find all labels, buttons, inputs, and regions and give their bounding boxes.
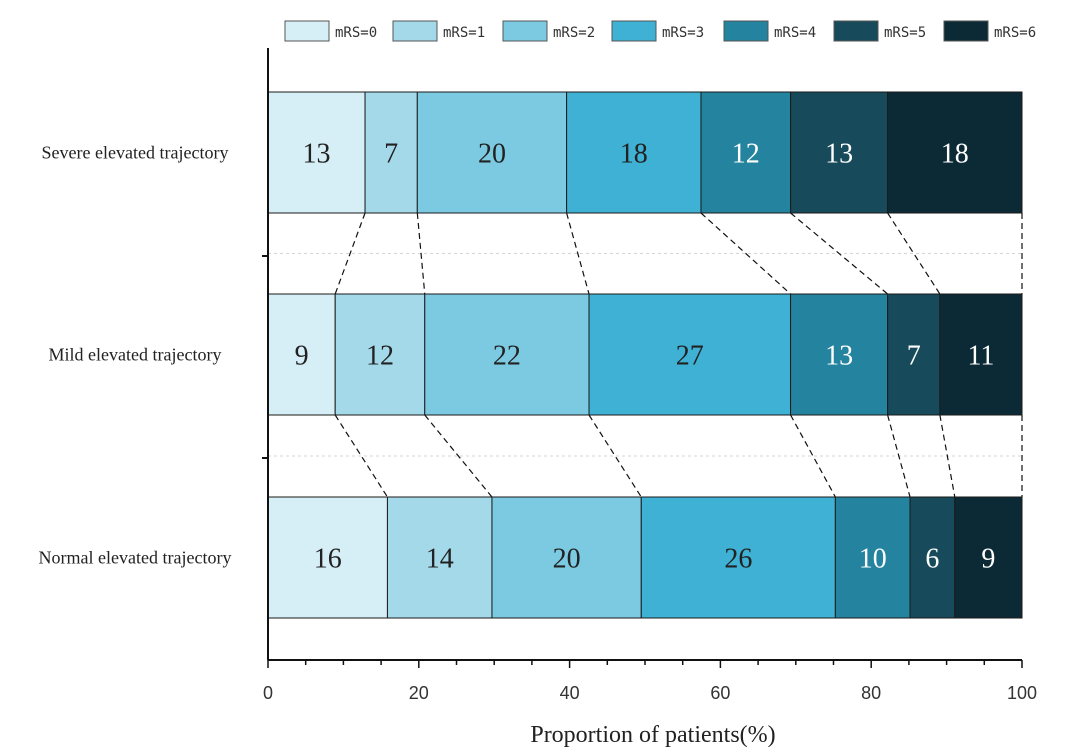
bar-segment <box>267 293 336 416</box>
connector-line <box>334 414 388 498</box>
bar-segment <box>954 496 1023 619</box>
bar-segment <box>334 293 426 416</box>
legend-swatch <box>611 20 657 42</box>
segment-value-label: 20 <box>478 139 506 170</box>
segment-value-label: 16 <box>314 544 342 575</box>
segment-value-label: 12 <box>732 139 760 170</box>
bar-segment <box>386 496 493 619</box>
legend-label: mRS=6 <box>994 25 1036 41</box>
bar-segment <box>834 496 911 619</box>
segment-value-label: 18 <box>941 139 969 170</box>
bar-segment <box>700 91 792 214</box>
legend-label: mRS=1 <box>443 25 485 41</box>
x-tick-label: 20 <box>409 683 429 703</box>
bar-segment <box>640 496 836 619</box>
bar-segment <box>416 91 568 214</box>
segment-value-label: 27 <box>676 341 704 372</box>
x-axis-title: Proportion of patients(%) <box>530 722 775 748</box>
segment-value-label: 22 <box>493 341 521 372</box>
legend-swatch <box>502 20 548 42</box>
bar-segment <box>790 293 889 416</box>
segment-value-label: 9 <box>295 341 309 372</box>
bar-segment <box>790 91 889 214</box>
segment-value-label: 13 <box>303 139 331 170</box>
axes: 0 20 40 60 80 100 <box>262 48 1037 703</box>
category-label: Severe elevated trajectory <box>42 143 229 163</box>
legend-swatch <box>284 20 330 42</box>
bar-segment <box>939 293 1023 416</box>
legend: mRS=0 mRS=1 mRS=2 mRS=3 mRS=4 mRS=5 mRS=6 <box>284 20 1036 42</box>
x-tick-label: 100 <box>1007 683 1037 703</box>
bar-segment <box>364 91 418 214</box>
connector-lines <box>268 212 1023 498</box>
legend-label: mRS=2 <box>553 25 595 41</box>
segment-value-label: 13 <box>825 139 853 170</box>
legend-swatch <box>833 20 879 42</box>
segment-value-label: 10 <box>859 544 887 575</box>
x-tick-label: 60 <box>710 683 730 703</box>
x-tick-label: 80 <box>861 683 881 703</box>
legend-label: mRS=5 <box>884 25 926 41</box>
connector-line <box>424 414 493 498</box>
bar-segment <box>491 496 642 619</box>
connector-line <box>790 212 889 295</box>
bar-rows: Severe elevated trajectory 13 7 20 18 12 13 18 M… <box>39 91 1023 619</box>
connector-line <box>790 414 836 498</box>
segment-value-label: 18 <box>620 139 648 170</box>
x-tick-label: 40 <box>560 683 580 703</box>
segment-value-label: 20 <box>553 544 581 575</box>
bar-segment <box>909 496 956 619</box>
bar-segment <box>588 293 792 416</box>
connector-line <box>416 212 426 295</box>
connector-line <box>588 414 642 498</box>
legend-label: mRS=4 <box>774 25 816 41</box>
segment-value-label: 6 <box>925 544 939 575</box>
legend-swatch <box>723 20 769 42</box>
bar-segment <box>566 91 702 214</box>
connector-line <box>887 414 911 498</box>
connector-line <box>887 212 941 295</box>
segment-value-label: 7 <box>907 341 921 372</box>
legend-swatch <box>943 20 989 42</box>
segment-value-label: 9 <box>981 544 995 575</box>
x-tick-label: 0 <box>263 683 273 703</box>
connector-line <box>334 212 366 295</box>
bar-segment <box>424 293 590 416</box>
connector-line <box>939 414 956 498</box>
legend-swatch <box>392 20 438 42</box>
segment-value-label: 13 <box>825 341 853 372</box>
legend-label: mRS=3 <box>662 25 704 41</box>
connector-line <box>566 212 590 295</box>
segment-value-label: 26 <box>724 544 752 575</box>
connector-line <box>700 212 791 295</box>
segment-value-label: 7 <box>384 139 398 170</box>
category-label: Normal elevated trajectory <box>39 548 232 568</box>
bar-segment <box>267 496 388 619</box>
segment-value-label: 14 <box>426 544 454 575</box>
segment-value-label: 11 <box>967 341 994 372</box>
category-label: Mild elevated trajectory <box>49 345 222 365</box>
legend-label: mRS=0 <box>335 25 377 41</box>
segment-value-label: 12 <box>366 341 394 372</box>
bar-segment <box>887 91 1023 214</box>
